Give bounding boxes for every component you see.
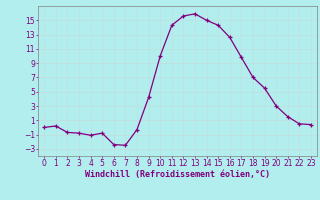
X-axis label: Windchill (Refroidissement éolien,°C): Windchill (Refroidissement éolien,°C) [85, 170, 270, 179]
